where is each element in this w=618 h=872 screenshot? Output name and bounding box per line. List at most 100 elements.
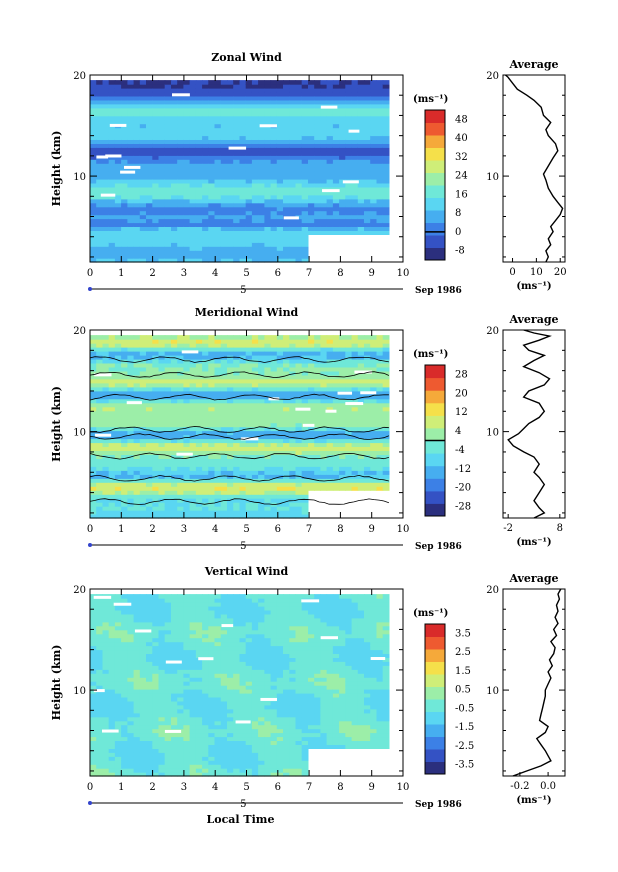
x-tick-label: 7 [306, 524, 312, 535]
x-tick-label: 1 [118, 782, 124, 793]
date-label: Sep 1986 [415, 542, 462, 552]
colorbar-tick-label: -8 [455, 246, 465, 257]
x-tick-label: 8 [337, 524, 343, 535]
average-unit: (ms⁻¹) [516, 795, 551, 806]
missing-data [322, 189, 340, 193]
colorbar-unit: (ms⁻¹) [413, 608, 448, 619]
average-y-tick-label: 10 [486, 428, 499, 439]
x-tick-label: 10 [397, 782, 410, 793]
missing-data [94, 433, 112, 437]
average-title: Average [508, 313, 558, 326]
average-unit: (ms⁻¹) [516, 281, 551, 292]
colorbar-tick-label: -20 [455, 483, 471, 494]
x-tick-label: 2 [149, 268, 155, 279]
missing-data [126, 401, 142, 405]
average-y-tick-label: 20 [486, 326, 499, 337]
colorbar-tick-label: 0 [455, 227, 461, 238]
missing-data [235, 720, 251, 724]
missing-data [354, 370, 373, 374]
colorbar-tick-label: -3.5 [455, 760, 474, 771]
x-tick-label: 10 [397, 268, 410, 279]
x-tick-label: 4 [212, 268, 218, 279]
average-y-tick-label: 10 [486, 686, 499, 697]
average-y-tick-label: 10 [486, 172, 499, 183]
x-tick-label: 8 [337, 782, 343, 793]
heatmap-field [90, 594, 390, 777]
date-label: Sep 1986 [415, 286, 462, 296]
missing-data [134, 629, 152, 633]
y-tick-label: 10 [73, 686, 86, 697]
date-marker: 5 [240, 799, 246, 810]
date-axis-start-marker [88, 801, 92, 805]
average-curve [507, 329, 552, 519]
colorbar-tick-label: 20 [455, 388, 468, 399]
average-x-tick-label: 20 [554, 267, 567, 278]
missing-data [260, 697, 278, 701]
colorbar-tick-label: 32 [455, 152, 468, 163]
missing-data [337, 391, 353, 395]
average-x-tick-label: -0.2 [510, 781, 529, 792]
missing-data [109, 123, 127, 127]
missing-data [101, 729, 119, 733]
date-marker: 5 [240, 541, 246, 552]
missing-data [120, 170, 136, 174]
colorbar-tick-label: -2.5 [455, 741, 474, 752]
heatmap-field [90, 80, 390, 263]
missing-data [320, 636, 338, 640]
x-tick-label: 0 [87, 782, 93, 793]
colorbar-tick-label: 8 [455, 208, 461, 219]
y-axis-label: Height (km) [50, 645, 63, 721]
average-y-tick-label: 20 [486, 71, 499, 82]
colorbar-unit: (ms⁻¹) [413, 349, 448, 360]
missing-data [198, 657, 214, 661]
colorbar-tick-label: -1.5 [455, 722, 474, 733]
x-axis-label: Local Time [207, 813, 275, 826]
missing-data [370, 657, 386, 661]
missing-data [221, 624, 234, 628]
x-tick-label: 9 [369, 268, 375, 279]
date-marker: 5 [240, 285, 246, 296]
colorbar-tick-label: 16 [455, 189, 468, 200]
missing-data [176, 452, 193, 456]
missing-data [93, 595, 112, 599]
y-tick-label: 20 [73, 585, 86, 596]
missing-data [172, 93, 190, 97]
missing-data [348, 129, 360, 133]
x-tick-label: 0 [87, 268, 93, 279]
average-curve [512, 588, 562, 777]
x-tick-label: 4 [212, 782, 218, 793]
colorbar-tick-label: -4 [455, 445, 465, 456]
missing-data [295, 407, 311, 411]
average-curve [504, 74, 564, 263]
x-tick-label: 6 [275, 524, 281, 535]
colorbar-tick-label: 1.5 [455, 666, 471, 677]
missing-data [164, 729, 182, 733]
panel-3: Vertical Wind 0 1 2 3 4 5 6 7 8 9 10 10 20 Height (km)… [50, 565, 566, 826]
x-tick-label: 7 [306, 782, 312, 793]
panel-1: Zonal Wind 0 1 2 3 4 5 6 7 8 9 10 10 20 Height (km) 5 Se… [50, 51, 567, 296]
y-tick-label: 10 [73, 428, 86, 439]
missing-data [259, 124, 277, 128]
missing-data [165, 660, 182, 664]
panel-title: Vertical Wind [204, 565, 289, 578]
colorbar-tick-label: 40 [455, 133, 468, 144]
x-tick-label: 1 [118, 524, 124, 535]
colorbar-tick-label: 28 [455, 369, 468, 380]
average-x-tick-label: 8 [557, 523, 563, 534]
average-unit: (ms⁻¹) [516, 537, 551, 548]
average-x-tick-label: -2 [503, 523, 513, 534]
missing-data [228, 146, 247, 150]
missing-data [342, 180, 359, 184]
average-y-tick-label: 20 [486, 585, 499, 596]
colorbar-tick-label: 12 [455, 407, 468, 418]
missing-data [301, 599, 320, 603]
colorbar-tick-label: -12 [455, 464, 471, 475]
date-axis-start-marker [88, 287, 92, 291]
x-tick-label: 5 [243, 782, 249, 793]
x-tick-label: 6 [275, 268, 281, 279]
date-axis-start-marker [88, 543, 92, 547]
y-axis-label: Height (km) [50, 386, 63, 462]
y-tick-label: 20 [73, 71, 86, 82]
x-tick-label: 9 [369, 782, 375, 793]
